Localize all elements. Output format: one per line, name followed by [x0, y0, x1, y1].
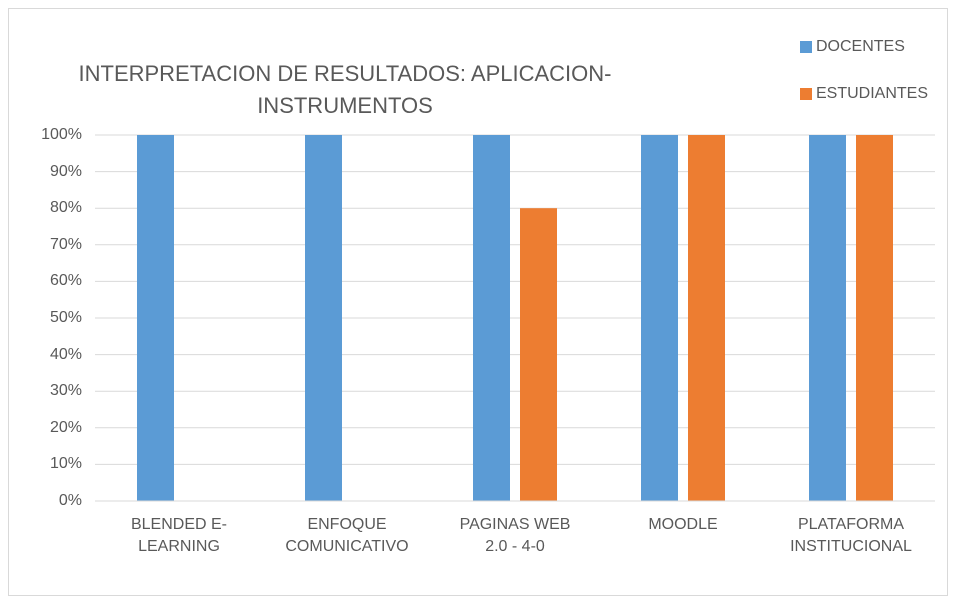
y-tick-label: 80% [49, 199, 82, 217]
x-tick-label: MOODLE [648, 516, 718, 533]
x-tick-label: PAGINAS WEB 2.0 - 4-0 [459, 516, 571, 555]
y-tick-label: 100% [41, 126, 82, 143]
bar [520, 208, 557, 501]
bar [688, 135, 725, 501]
chart-title: INTERPRETACION DE RESULTADOS: APLICACION… [78, 61, 612, 118]
bar [641, 135, 678, 501]
legend-swatch [800, 88, 812, 100]
legend-swatch [800, 41, 812, 53]
legend-label: DOCENTES [816, 38, 905, 55]
y-tick-label: 40% [49, 345, 82, 363]
y-tick-label: 10% [49, 455, 82, 473]
y-tick-label: 70% [49, 235, 82, 253]
legend-label: ESTUDIANTES [816, 85, 929, 102]
y-tick-label: 0% [58, 492, 82, 509]
y-tick-label: 90% [49, 162, 82, 180]
bar [856, 135, 893, 501]
bar [809, 135, 846, 501]
x-tick-label: BLENDED E- LEARNING [130, 516, 228, 555]
y-tick-label: 30% [49, 382, 82, 400]
y-tick-label: 20% [49, 418, 82, 436]
x-tick-label: ENFOQUE COMUNICATIVO [285, 516, 409, 555]
y-tick-label: 60% [49, 272, 82, 290]
x-tick-label: PLATAFORMA INSTITUCIONAL [790, 516, 912, 555]
bar [473, 135, 510, 501]
bar [137, 135, 174, 501]
bar [305, 135, 342, 501]
y-tick-label: 50% [49, 309, 82, 326]
